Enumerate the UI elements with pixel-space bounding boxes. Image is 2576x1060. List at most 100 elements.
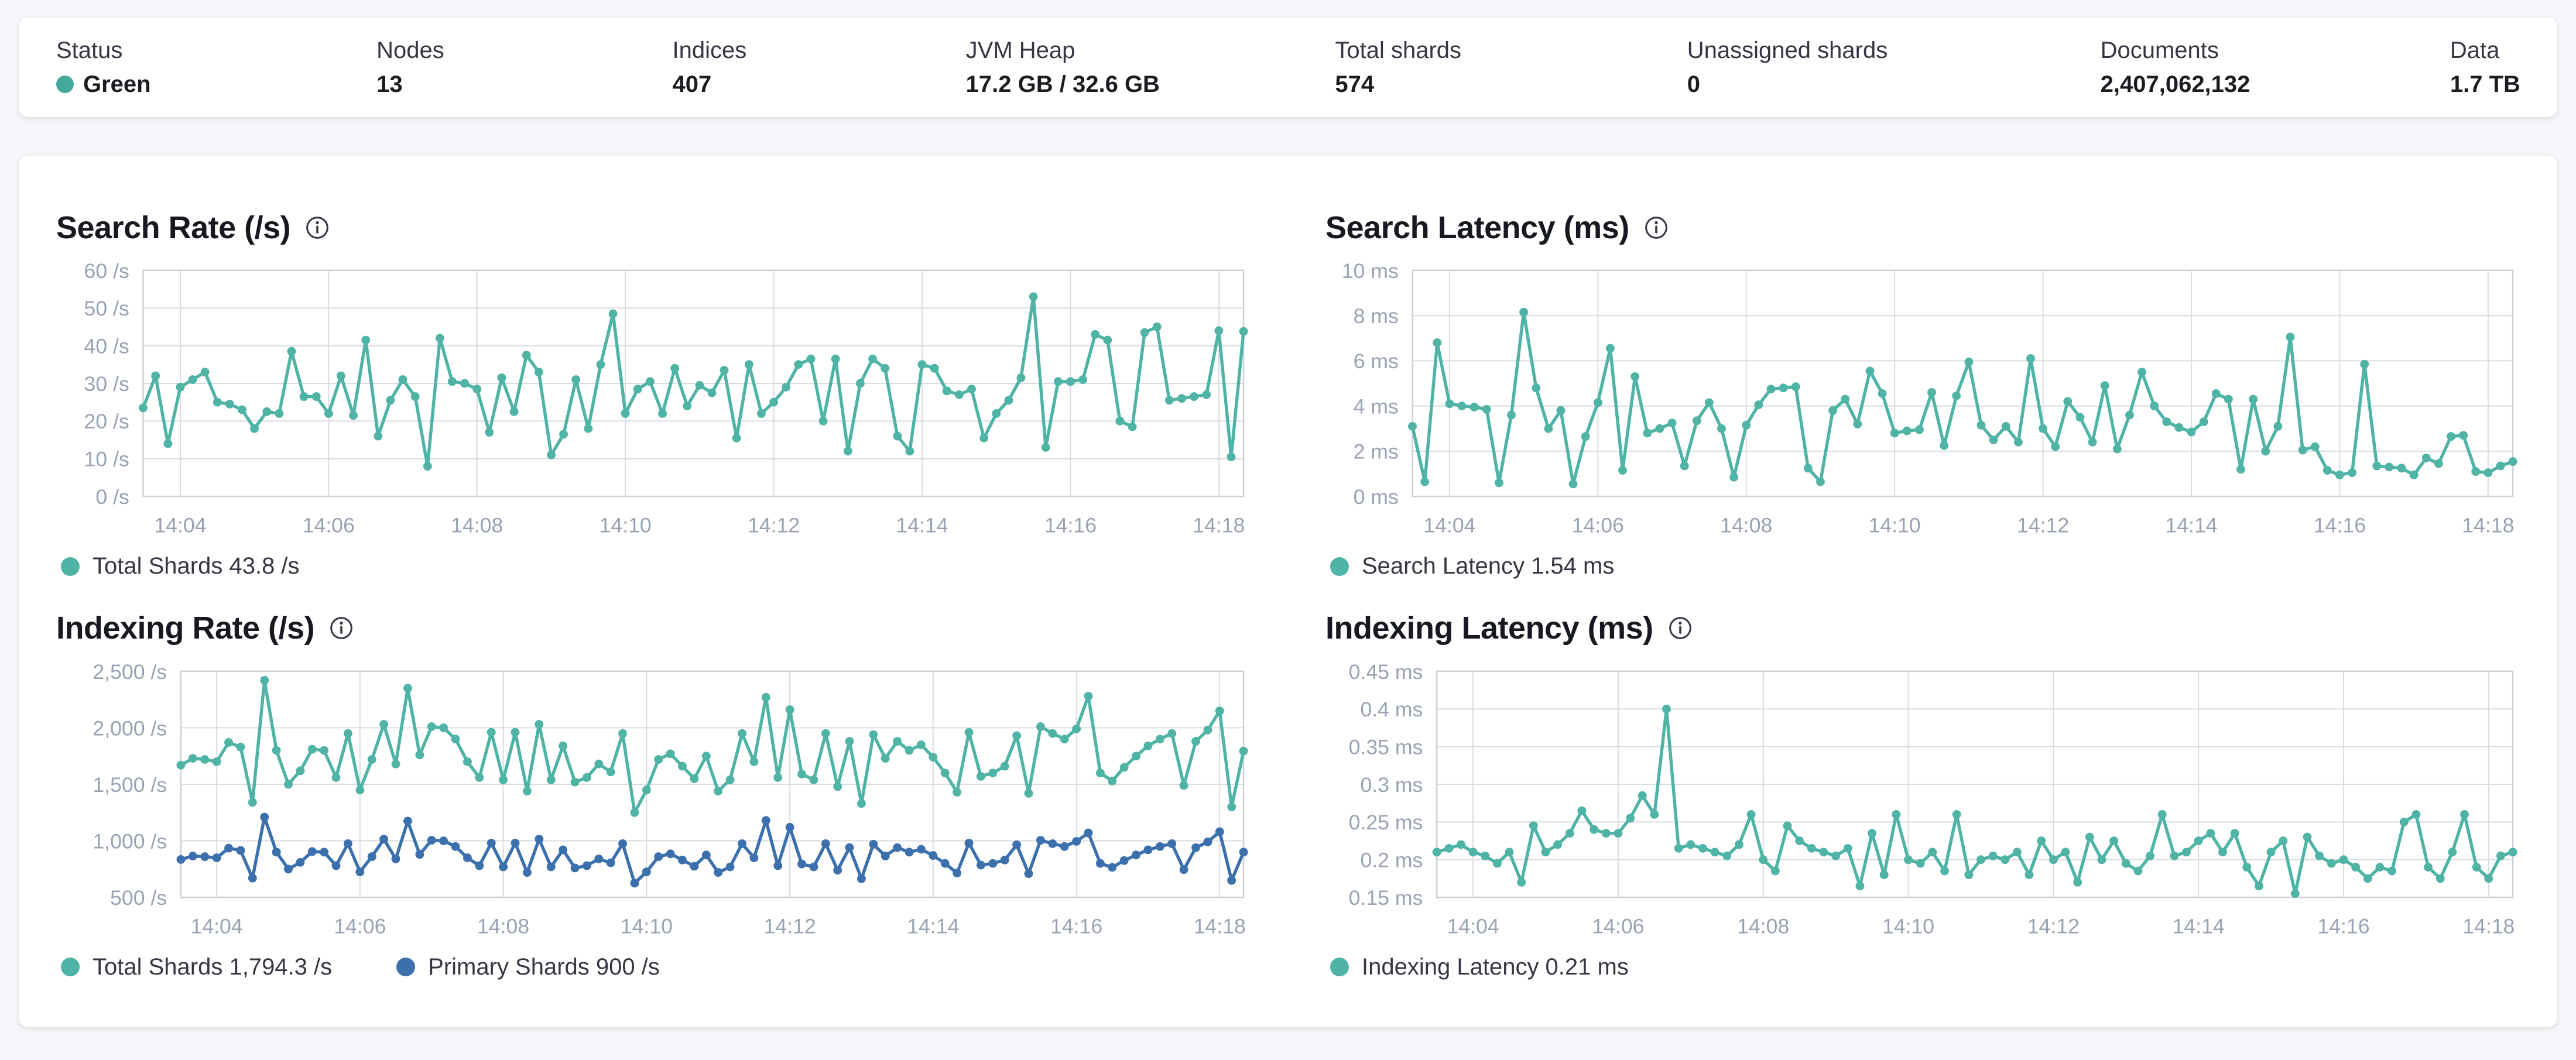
svg-text:14:04: 14:04 xyxy=(1447,914,1499,938)
stat-value: 574 xyxy=(1335,71,1375,97)
stat-value: 2,407,062,132 xyxy=(2100,71,2250,97)
svg-text:2,500 /s: 2,500 /s xyxy=(93,664,167,684)
svg-text:0.45 ms: 0.45 ms xyxy=(1349,664,1423,684)
info-icon[interactable] xyxy=(1643,215,1669,241)
svg-text:14:06: 14:06 xyxy=(334,914,386,938)
svg-text:500 /s: 500 /s xyxy=(110,886,167,909)
legend-item[interactable]: Search Latency 1.54 ms xyxy=(1330,553,1614,579)
svg-text:8 ms: 8 ms xyxy=(1354,304,1399,328)
svg-text:0.3 ms: 0.3 ms xyxy=(1360,773,1423,796)
svg-text:14:06: 14:06 xyxy=(1572,514,1624,537)
stat-label: JVM Heap xyxy=(965,37,1075,63)
cluster-status-bar: Status Green Nodes 13 Indices 407 JVM He… xyxy=(19,18,2557,117)
svg-text:14:08: 14:08 xyxy=(1720,514,1772,537)
svg-text:0.2 ms: 0.2 ms xyxy=(1360,848,1423,872)
svg-text:0.35 ms: 0.35 ms xyxy=(1349,735,1423,759)
legend-item[interactable]: Total Shards 1,794.3 /s xyxy=(61,954,332,980)
svg-text:14:06: 14:06 xyxy=(1592,914,1644,938)
legend-label: Total Shards 1,794.3 /s xyxy=(93,953,333,980)
svg-text:14:08: 14:08 xyxy=(477,914,529,938)
svg-text:14:14: 14:14 xyxy=(896,514,948,537)
legend: Indexing Latency 0.21 ms xyxy=(1325,954,2520,980)
svg-text:14:12: 14:12 xyxy=(764,914,816,938)
svg-text:14:14: 14:14 xyxy=(2173,914,2225,938)
svg-text:2,000 /s: 2,000 /s xyxy=(93,716,167,740)
stat-label: Indices xyxy=(672,37,747,63)
svg-text:14:10: 14:10 xyxy=(1869,514,1921,537)
legend-label: Indexing Latency 0.21 ms xyxy=(1362,953,1629,980)
metrics-panel: Search Rate (/s) 0 /s 10 /s 20 /s 30 /s 40 /… xyxy=(19,156,2557,1027)
svg-text:14:04: 14:04 xyxy=(1423,514,1475,537)
search-latency-section: Search Latency (ms) 0 ms 2 ms 4 ms 6 ms 8 ms… xyxy=(1325,210,2520,579)
legend-item[interactable]: Primary Shards 900 /s xyxy=(396,954,660,980)
svg-text:2 ms: 2 ms xyxy=(1354,440,1399,464)
chart-title-text: Search Rate (/s) xyxy=(56,210,291,245)
svg-text:14:10: 14:10 xyxy=(621,914,673,938)
stat-label: Status xyxy=(56,37,123,63)
svg-text:30 /s: 30 /s xyxy=(84,372,129,396)
legend: Total Shards 1,794.3 /s Primary Shards 9… xyxy=(56,954,1251,980)
info-icon[interactable] xyxy=(328,615,354,641)
stat-label: Unassigned shards xyxy=(1687,37,1888,63)
info-icon[interactable] xyxy=(1667,615,1693,641)
stat-value: 13 xyxy=(376,71,403,97)
chart-title-text: Indexing Latency (ms) xyxy=(1325,610,1653,646)
chart-title: Search Rate (/s) xyxy=(56,210,1251,246)
stat-value: 0 xyxy=(1687,71,1701,97)
search-rate-chart[interactable]: 0 /s 10 /s 20 /s 30 /s 40 /s 50 /s 60 /s 14:04 1… xyxy=(56,263,1251,541)
status-badge: Green xyxy=(56,73,376,96)
svg-text:6 ms: 6 ms xyxy=(1354,349,1399,373)
stat-data-size: Data 1.7 TB xyxy=(2450,39,2520,96)
search-latency-chart[interactable]: 0 ms 2 ms 4 ms 6 ms 8 ms 10 ms 14:04 14:06 14:08… xyxy=(1325,263,2520,541)
stat-label: Documents xyxy=(2100,37,2219,63)
health-dot-icon xyxy=(56,76,74,93)
stat-value: 407 xyxy=(672,71,712,97)
legend-item[interactable]: Indexing Latency 0.21 ms xyxy=(1330,954,1629,980)
legend-label: Search Latency 1.54 ms xyxy=(1362,553,1615,579)
stat-value: 17.2 GB / 32.6 GB xyxy=(965,71,1160,97)
svg-text:0.25 ms: 0.25 ms xyxy=(1349,811,1423,834)
stat-label: Nodes xyxy=(376,37,444,63)
indexing-rate-chart[interactable]: 500 /s 1,000 /s 1,500 /s 2,000 /s 2,500 /s 14… xyxy=(56,664,1251,942)
chart-title: Search Latency (ms) xyxy=(1325,210,2520,246)
info-icon[interactable] xyxy=(304,215,330,241)
stat-unassigned-shards: Unassigned shards 0 xyxy=(1687,39,2101,96)
legend-label: Primary Shards 900 /s xyxy=(428,953,660,980)
legend-label: Total Shards 43.8 /s xyxy=(93,553,300,579)
svg-text:14:14: 14:14 xyxy=(2165,514,2217,537)
series-dot-icon xyxy=(61,557,80,576)
chart-title: Indexing Latency (ms) xyxy=(1325,610,2520,646)
series-dot-icon xyxy=(396,958,416,977)
indexing-latency-section: Indexing Latency (ms) 0.15 ms 0.2 ms 0.25 … xyxy=(1325,610,2520,980)
chart-title-text: Indexing Rate (/s) xyxy=(56,610,315,646)
stat-value: 1.7 TB xyxy=(2450,71,2520,97)
indexing-latency-chart[interactable]: 0.15 ms 0.2 ms 0.25 ms 0.3 ms 0.35 ms 0.4 ms 0… xyxy=(1325,664,2520,942)
stat-label: Data xyxy=(2450,37,2500,63)
stat-indices: Indices 407 xyxy=(672,39,965,96)
svg-text:14:12: 14:12 xyxy=(2027,914,2080,938)
svg-text:14:16: 14:16 xyxy=(1050,914,1102,938)
search-rate-section: Search Rate (/s) 0 /s 10 /s 20 /s 30 /s 40 /… xyxy=(56,210,1251,579)
svg-text:10 ms: 10 ms xyxy=(1342,263,1399,283)
svg-text:14:18: 14:18 xyxy=(1193,514,1245,537)
chart-title: Indexing Rate (/s) xyxy=(56,610,1251,646)
svg-text:14:18: 14:18 xyxy=(2462,514,2514,537)
svg-text:14:06: 14:06 xyxy=(303,514,355,537)
svg-text:14:08: 14:08 xyxy=(451,514,503,537)
svg-text:1,000 /s: 1,000 /s xyxy=(93,829,167,853)
svg-text:4 ms: 4 ms xyxy=(1354,395,1399,418)
svg-text:1,500 /s: 1,500 /s xyxy=(93,773,167,796)
status-value: Green xyxy=(83,71,151,97)
svg-text:14:16: 14:16 xyxy=(1044,514,1097,537)
stat-total-shards: Total shards 574 xyxy=(1335,39,1687,96)
svg-text:0 ms: 0 ms xyxy=(1354,485,1399,509)
svg-text:20 /s: 20 /s xyxy=(84,410,129,433)
svg-text:14:12: 14:12 xyxy=(748,514,800,537)
svg-text:0 /s: 0 /s xyxy=(95,485,129,509)
svg-text:40 /s: 40 /s xyxy=(84,335,129,358)
legend-item[interactable]: Total Shards 43.8 /s xyxy=(61,553,300,579)
stat-nodes: Nodes 13 xyxy=(376,39,672,96)
svg-text:14:04: 14:04 xyxy=(191,914,243,938)
svg-text:14:18: 14:18 xyxy=(1194,914,1246,938)
svg-text:14:08: 14:08 xyxy=(1737,914,1789,938)
